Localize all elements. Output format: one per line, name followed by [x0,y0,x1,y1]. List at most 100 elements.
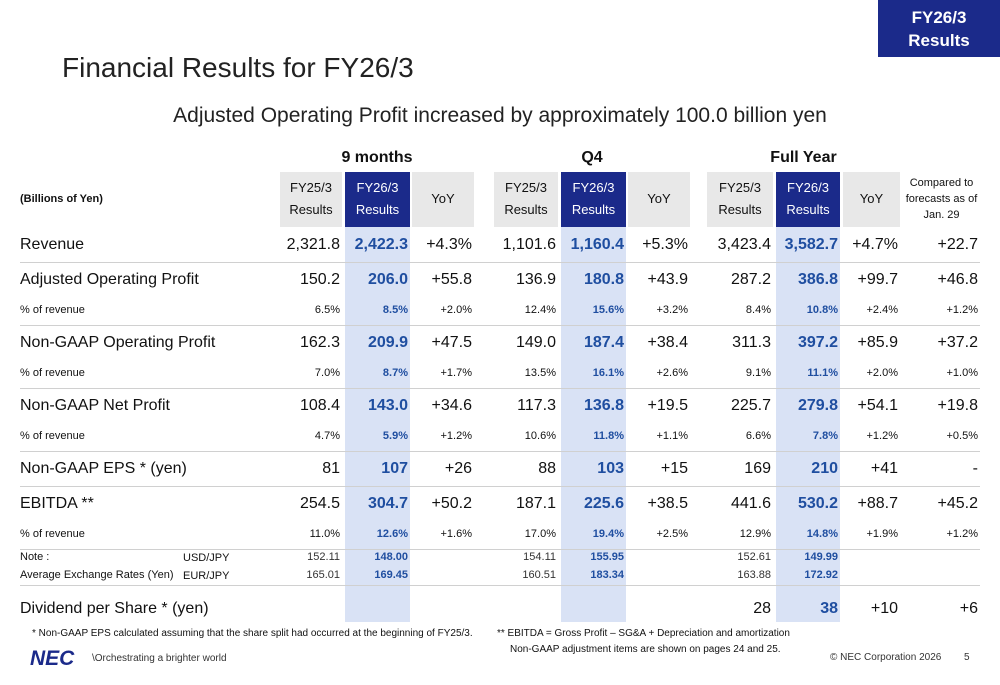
cell: 11.0% [309,528,340,541]
header-text: Jan. 29 [923,209,960,221]
cell: +5.3% [642,235,688,253]
cell: +1.2% [440,430,473,443]
row-label: Dividend per Share * (yen) [20,599,209,617]
cell: 14.8% [806,528,838,541]
highlight-column [345,227,410,622]
header-cell [412,172,474,227]
cell: 162.3 [299,333,340,351]
title: Financial Results for FY26/3 [62,52,414,83]
cell: +88.7 [857,494,898,512]
row-label: Revenue [20,235,85,253]
cell: 28 [753,599,771,617]
cell: 12.6% [376,528,408,541]
header-text: YoY [859,191,884,206]
cell: 4.7% [314,430,340,443]
header-cell [776,172,840,227]
cell: +1.6% [440,528,473,541]
cell: +2.0% [866,367,899,380]
cell: +2.0% [440,304,473,317]
cell: +46.8 [937,270,978,288]
cell: 441.6 [730,494,771,512]
cell: 117.3 [517,396,556,414]
cell: +85.9 [857,333,898,351]
row-label: % of revenue [20,304,85,317]
cell: +0.5% [946,430,979,443]
cell: 17.0% [524,528,556,541]
header-cell [628,172,690,227]
cell: 152.11 [307,551,340,564]
cell: +37.2 [937,333,978,351]
cell: 150.2 [299,270,340,288]
cell: 108.4 [299,396,340,414]
row-rule [20,585,980,586]
cell: 225.7 [730,396,771,414]
cell: 13.5% [524,367,556,380]
badge [878,0,1000,57]
cell: +1.0% [946,367,979,380]
cell: +43.9 [647,270,688,288]
subtitle: Adjusted Operating Profit increased by a… [173,104,827,127]
cell: - [972,459,978,477]
group-header: 9 months [341,149,413,166]
cell: 279.8 [797,396,838,414]
header-text: Results [504,202,548,217]
cell: 152.61 [737,551,771,564]
cell: 143.0 [367,396,408,414]
header-text: FY25/3 [290,180,332,195]
header-cell [345,172,410,227]
cell: +2.5% [656,528,689,541]
badge-line: Results [908,31,970,50]
group-header: Full Year [770,149,837,166]
highlight-column [776,227,840,622]
cell: 210 [811,459,838,477]
cell: 180.8 [583,270,624,288]
cell: 6.6% [745,430,771,443]
cell: +26 [444,459,472,477]
cell: +50.2 [431,494,472,512]
cell: +47.5 [431,333,472,351]
row-label: EBITDA ** [20,494,94,512]
cell: 19.4% [592,528,624,541]
cell: 530.2 [797,494,838,512]
header-text: FY25/3 [719,180,761,195]
cell: 287.2 [730,270,771,288]
footnote: * Non-GAAP EPS calculated assuming that … [32,628,473,639]
cell: 206.0 [367,270,408,288]
cell: 149.0 [515,333,556,351]
cell: +2.6% [656,367,689,380]
cell: 8.5% [382,304,408,317]
row-sublabel: EUR/JPY [183,570,230,582]
cell: +19.5 [647,396,688,414]
row-label: % of revenue [20,528,85,541]
header-cell [707,172,773,227]
row-label: Average Exchange Rates (Yen) [20,569,174,582]
cell: 149.99 [804,551,838,564]
row-label: % of revenue [20,430,85,443]
cell: 187.1 [515,494,556,512]
cell: 8.7% [382,367,408,380]
cell: 16.1% [592,367,624,380]
cell: 160.51 [522,569,556,582]
cell: +38.4 [647,333,688,351]
header-text: FY26/3 [356,180,399,195]
cell: 136.8 [583,396,624,414]
cell: 136.9 [515,270,556,288]
footnote: ** EBITDA = Gross Profit – SG&A + Deprec… [497,628,790,639]
cell: 10.8% [806,304,838,317]
cell: 107 [381,459,408,477]
header-text: FY26/3 [572,180,615,195]
header-cell [280,172,342,227]
cell: +34.6 [431,396,472,414]
cell: +22.7 [937,235,978,253]
tagline: \Orchestrating a brighter world [92,653,227,664]
cell: 5.9% [382,430,408,443]
row-label: % of revenue [20,367,85,380]
header-text: YoY [431,191,455,206]
row-label: Non-GAAP Operating Profit [20,333,216,351]
cell: 155.95 [590,551,624,564]
cell: 3,423.4 [717,235,771,253]
cell: +41 [870,459,898,477]
page-number: 5 [964,652,970,663]
header-text: FY26/3 [787,180,829,195]
